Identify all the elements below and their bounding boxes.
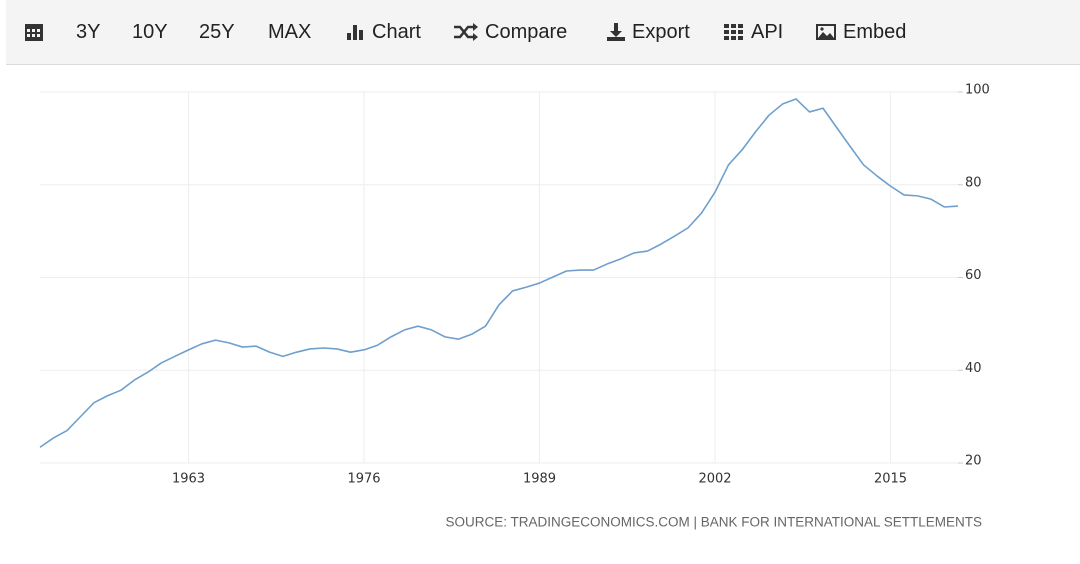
chart-button[interactable]: Chart — [346, 0, 421, 64]
y-tick-label: 20 — [965, 454, 982, 469]
x-tick-label: 1989 — [523, 472, 556, 487]
y-tick-label: 60 — [965, 268, 982, 283]
x-tick-label: 2015 — [874, 472, 907, 487]
chart-label: Chart — [372, 20, 421, 43]
y-tick-label: 100 — [965, 83, 990, 98]
y-tick-label: 40 — [965, 361, 982, 376]
embed-label: Embed — [843, 20, 907, 43]
compare-icon — [454, 23, 478, 41]
y-tick-label: 80 — [965, 175, 982, 190]
calendar-icon — [25, 24, 43, 41]
embed-icon — [816, 24, 836, 40]
calendar-button[interactable] — [24, 0, 50, 64]
chart-icon — [347, 25, 363, 40]
api-label: API — [751, 20, 784, 43]
export-label: Export — [632, 20, 690, 43]
x-tick-label: 1963 — [172, 472, 205, 487]
api-icon — [724, 24, 743, 40]
api-button[interactable]: API — [723, 0, 783, 64]
x-tick-label: 2002 — [698, 472, 731, 487]
export-button[interactable]: Export — [606, 0, 690, 64]
embed-button[interactable]: Embed — [815, 0, 906, 64]
export-icon — [607, 23, 625, 41]
x-tick-label: 1976 — [347, 472, 380, 487]
source: SOURCE: TRADINGECONOMICS.COM | BANK FOR … — [445, 515, 982, 530]
data-line — [39, 98, 959, 448]
compare-label: Compare — [485, 20, 568, 43]
compare-button[interactable]: Compare — [453, 0, 567, 64]
toolbar: 3Y 10Y 25Y MAX Chart Compare Export API … — [6, 0, 1080, 65]
range-button[interactable]: 25Y — [199, 20, 235, 43]
chart: SOURCE: TRADINGECONOMICS.COM | BANK FOR … — [39, 83, 990, 530]
range-button[interactable]: MAX — [268, 20, 312, 43]
range-button[interactable]: 3Y — [76, 20, 101, 43]
range-button[interactable]: 10Y — [132, 20, 168, 43]
